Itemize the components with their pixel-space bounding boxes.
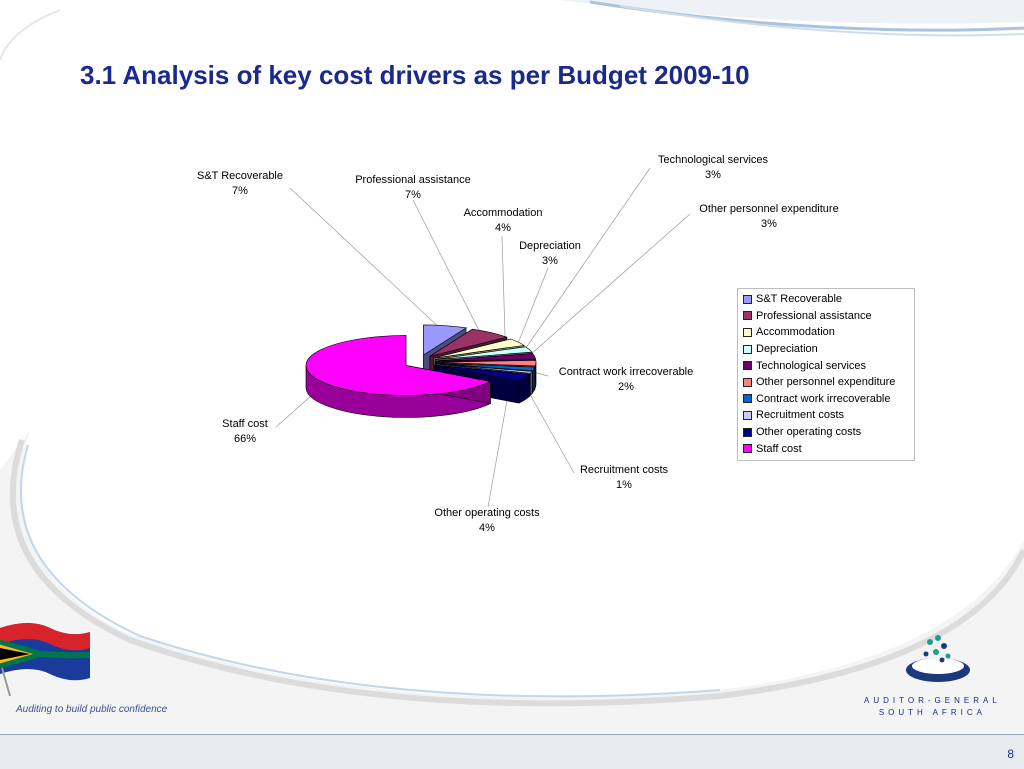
legend-swatch: [743, 361, 752, 371]
south-africa-flag-icon: [0, 623, 91, 697]
pie-slice-top: [435, 360, 537, 367]
legend-item: Other operating costs: [738, 424, 914, 441]
slice-label: Professional assistance: [355, 174, 471, 186]
legend-item: Contract work irrecoverable: [738, 391, 914, 408]
legend-item: Staff cost: [738, 440, 914, 457]
legend-label: Professional assistance: [756, 309, 872, 322]
legend-swatch: [743, 311, 752, 321]
page-number: 8: [1007, 747, 1014, 761]
legend-label: Recruitment costs: [756, 409, 845, 422]
legend-label: Other operating costs: [756, 426, 862, 439]
slice-label: Other operating costs: [434, 507, 540, 519]
pie-slice-top: [434, 364, 531, 382]
legend-item: Accommodation: [738, 324, 914, 341]
pie-slice-top: [429, 328, 508, 357]
auditor-general-logo-icon: [906, 635, 970, 682]
slice-percent-label: 7%: [405, 189, 421, 201]
legend-swatch: [743, 377, 752, 387]
pie-slice-top: [435, 346, 533, 360]
pie-slice-top: [423, 324, 467, 356]
leader-line: [501, 235, 506, 345]
logo-line1: AUDITOR-GENERAL: [864, 696, 1001, 705]
pie-slice-top: [435, 353, 536, 362]
slice-label: Recruitment costs: [580, 464, 669, 476]
legend-swatch: [743, 444, 752, 454]
slice-label: Depreciation: [519, 240, 581, 252]
slice-percent-label: 3%: [761, 218, 777, 230]
legend-swatch: [743, 344, 752, 354]
slide-title: 3.1 Analysis of key cost drivers as per …: [80, 60, 750, 90]
chart-legend: S&T Recoverable Professional assistance Ac…: [737, 288, 915, 461]
legend-label: Accommodation: [756, 326, 835, 339]
slice-percent-label: 3%: [542, 255, 558, 267]
tagline: Auditing to build public confidence: [16, 704, 168, 715]
leader-line: [514, 267, 549, 352]
legend-label: Technological services: [756, 359, 867, 372]
leader-line: [520, 213, 691, 364]
legend-swatch: [743, 294, 752, 304]
legend-label: Contract work irrecoverable: [756, 392, 891, 405]
slice-percent-label: 3%: [705, 169, 721, 181]
slice-percent-label: 1%: [616, 479, 632, 491]
slice-label: Other personnel expenditure: [699, 203, 838, 215]
slice-percent-label: 4%: [479, 522, 495, 534]
slice-label: Accommodation: [464, 207, 543, 219]
pie-slice-top: [433, 338, 525, 359]
legend-item: Professional assistance: [738, 308, 914, 325]
leader-line: [519, 167, 651, 358]
legend-item: Recruitment costs: [738, 407, 914, 424]
auditor-general-wordmark: AUDITOR-GENERAL SOUTH AFRICA: [864, 695, 1001, 719]
legend-swatch: [743, 427, 752, 437]
logo-line2: SOUTH AFRICA: [878, 708, 986, 717]
footer-bar: 8: [0, 734, 1024, 769]
leader-line: [412, 199, 483, 337]
legend-swatch: [743, 410, 752, 420]
legend-label: Depreciation: [756, 343, 818, 356]
slice-label: Contract work irrecoverable: [559, 366, 694, 378]
legend-item: Technological services: [738, 357, 914, 374]
pie-slice-top: [305, 335, 492, 396]
legend-item: Depreciation: [738, 341, 914, 358]
slice-percent-label: 66%: [234, 433, 256, 445]
slice-label: S&T Recoverable: [197, 170, 283, 182]
pie-slice-top: [435, 363, 533, 374]
legend-label: Other personnel expenditure: [756, 376, 896, 389]
slice-label: Staff cost: [222, 418, 268, 430]
legend-item: S&T Recoverable: [738, 291, 914, 308]
slice-label: Technological services: [658, 154, 769, 166]
legend-item: Other personnel expenditure: [738, 374, 914, 391]
legend-swatch: [743, 394, 752, 404]
slice-percent-label: 7%: [232, 185, 248, 197]
pie-slice-top: [435, 363, 536, 372]
slice-percent-label: 2%: [618, 381, 634, 393]
pie-slice-staff-cost: [305, 335, 492, 418]
slice-percent-label: 4%: [495, 222, 511, 234]
leader-line: [289, 187, 443, 331]
legend-label: Staff cost: [756, 442, 802, 455]
legend-label: S&T Recoverable: [756, 293, 843, 306]
legend-swatch: [743, 327, 752, 337]
